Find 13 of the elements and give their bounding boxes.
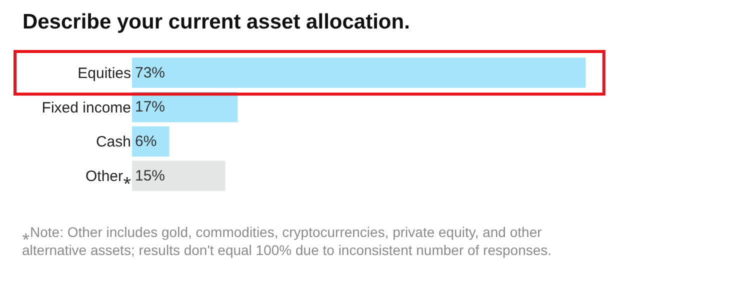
- y-tick-label: Fixed income: [42, 99, 131, 116]
- bar: [132, 160, 226, 191]
- y-tick-label: Equities: [78, 65, 131, 82]
- data-label: 15%: [135, 167, 166, 184]
- bar: [132, 58, 586, 88]
- chart-title: Describe your current asset allocation.: [22, 10, 410, 34]
- y-tick-label: Other⁎: [85, 168, 131, 186]
- data-label: 17%: [135, 98, 166, 116]
- text: ⁎Note: Other includes gold, commodities, cryptocurrencies, private equity, and other alternative assets; results don't equal 100% due to inconsistent number of responses.: [22, 224, 552, 258]
- bar: [132, 126, 170, 157]
- data-label: 73%: [135, 64, 166, 82]
- data-label: 6%: [135, 132, 157, 150]
- y-tick-label: Cash: [96, 134, 131, 151]
